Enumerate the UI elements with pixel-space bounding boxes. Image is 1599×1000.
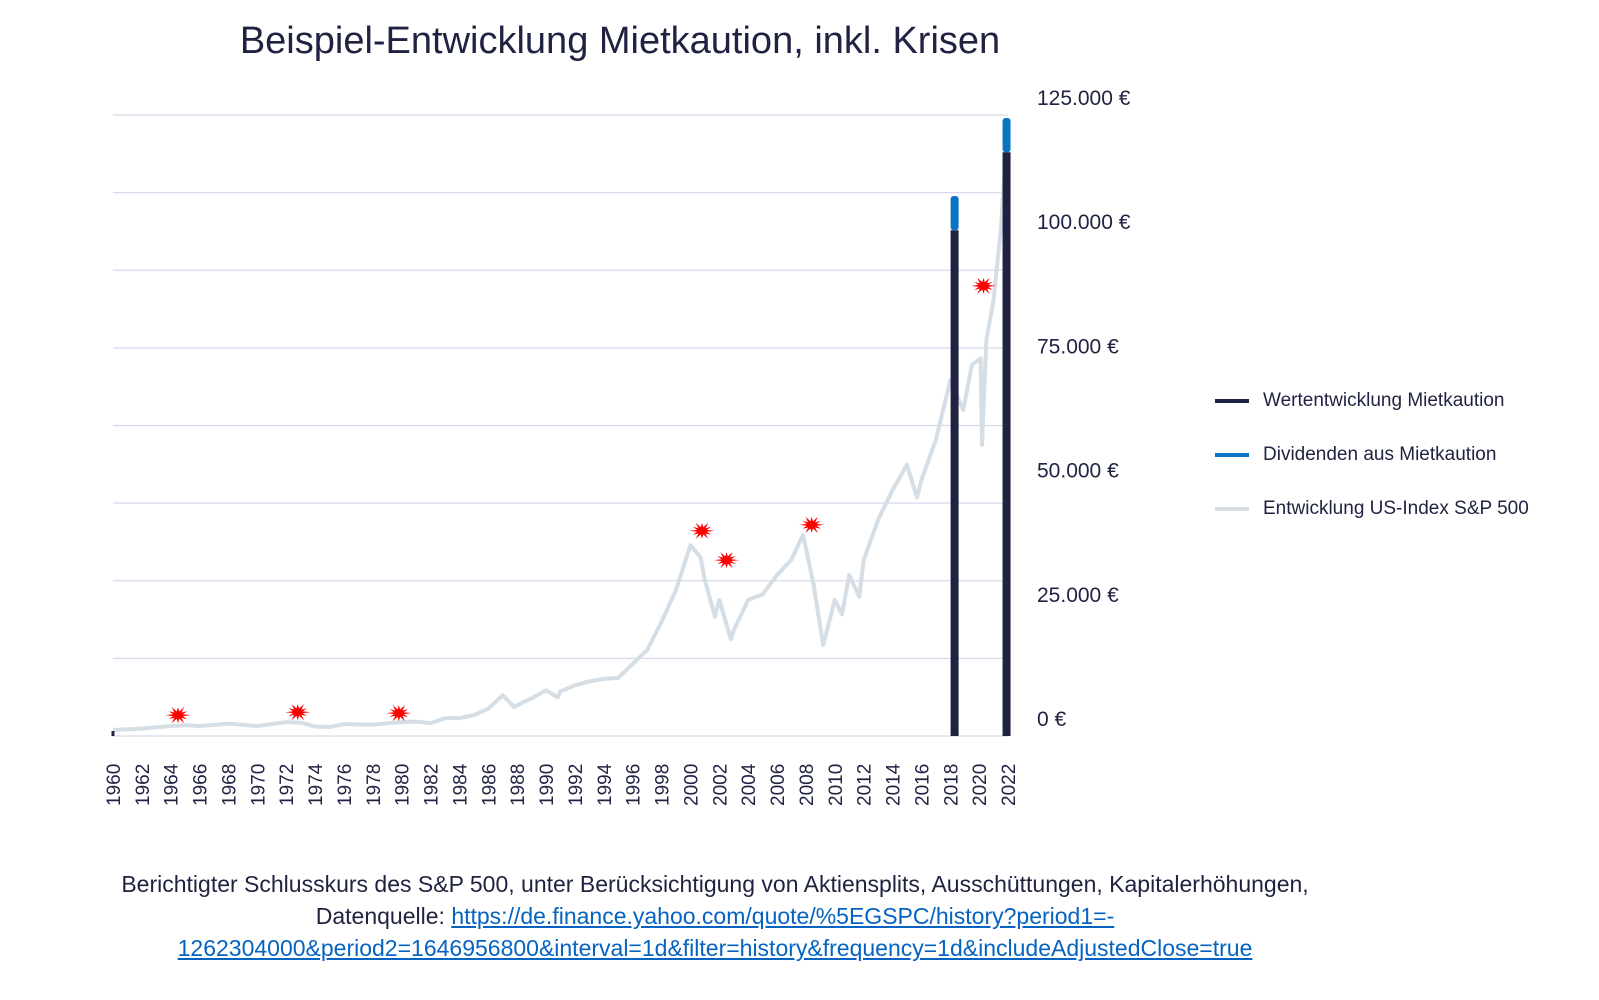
legend-item-sp500: Entwicklung US-Index S&P 500 [1215, 482, 1529, 536]
x-tick-label: 1998 [653, 764, 674, 806]
crisis-marker [285, 704, 311, 721]
x-tick-label: 2018 [941, 764, 962, 806]
x-tick-label: 1986 [479, 764, 500, 806]
crisis-marker [165, 707, 191, 724]
x-tick-label: 2022 [999, 764, 1020, 806]
crisis-marker [689, 522, 715, 539]
sp500-line [112, 119, 1010, 733]
y-tick-label: 125.000 € [1037, 87, 1131, 110]
legend-swatch [1215, 507, 1249, 511]
legend-label: Dividenden aus Mietkaution [1263, 444, 1497, 465]
x-tick-label: 1964 [162, 763, 183, 806]
x-tick-label: 1976 [335, 764, 356, 806]
crisis-marker [971, 277, 996, 294]
source-link-continued[interactable]: 1262304000&period2=1646956800&interval=1… [177, 935, 1253, 961]
legend-label: Entwicklung US-Index S&P 500 [1263, 498, 1529, 519]
x-tick-label: 2004 [739, 763, 760, 806]
mietkaution-bar [111, 731, 115, 736]
crisis-marker [799, 516, 825, 533]
x-tick-label: 2006 [768, 764, 789, 806]
legend-swatch [1215, 453, 1249, 457]
x-tick-label: 1970 [248, 764, 269, 806]
y-tick-label: 75.000 € [1037, 335, 1119, 358]
y-tick-label: 100.000 € [1037, 211, 1131, 234]
x-tick-label: 2014 [884, 763, 905, 806]
x-tick-label: 1962 [133, 764, 154, 806]
mietkaution-bar [1002, 152, 1011, 736]
x-tick-label: 2008 [797, 764, 818, 806]
x-tick-label: 1974 [306, 763, 327, 806]
x-tick-label: 1990 [537, 764, 558, 806]
chart: 0 € 25.000 € 50.000 € 75.000 € 100.000 € 125.… [104, 87, 1131, 806]
y-tick-label: 50.000 € [1037, 460, 1119, 483]
x-tick-label: 2010 [826, 764, 847, 806]
dividenden-bar [950, 195, 959, 231]
x-tick-label: 1978 [364, 764, 385, 806]
mietkaution-bar [950, 230, 959, 736]
chart-title: Beispiel-Entwicklung Mietkaution, inkl. … [239, 20, 1001, 62]
crisis-marker [714, 552, 739, 569]
legend-label: Wertentwicklung Mietkaution [1263, 390, 1505, 411]
x-tick-label: 1982 [422, 764, 443, 806]
legend-item-dividenden: Dividenden aus Mietkaution [1215, 428, 1529, 482]
x-tick-label: 2016 [912, 764, 933, 806]
x-tick-label: 1980 [393, 764, 414, 806]
x-tick-label: 1994 [595, 763, 616, 806]
x-tick-label: 2012 [855, 764, 876, 806]
x-tick-label: 2002 [710, 764, 731, 806]
x-tick-label: 2020 [970, 764, 991, 806]
caption-line: Berichtigter Schlusskurs des S&P 500, un… [121, 871, 1309, 897]
y-tick-label: 25.000 € [1037, 584, 1119, 607]
x-tick-label: 1968 [219, 764, 240, 806]
crisis-marker [386, 705, 412, 722]
x-tick-label: 1988 [508, 764, 529, 806]
x-tick-label: 1960 [104, 764, 125, 806]
legend: Wertentwicklung Mietkaution Dividenden a… [1215, 374, 1529, 536]
legend-item-mietkaution: Wertentwicklung Mietkaution [1215, 374, 1529, 428]
x-tick-label: 1972 [277, 764, 298, 806]
source-label: Datenquelle: [315, 903, 452, 929]
x-tick-label: 1992 [566, 764, 587, 806]
caption: Berichtigter Schlusskurs des S&P 500, un… [0, 868, 1430, 964]
y-tick-label: 0 € [1037, 708, 1067, 731]
x-tick-label: 1966 [191, 764, 212, 806]
x-tick-label: 1996 [624, 764, 645, 806]
source-link[interactable]: https://de.finance.yahoo.com/quote/%5EGS… [451, 903, 1115, 929]
x-tick-label: 2000 [681, 764, 702, 806]
legend-swatch [1215, 399, 1249, 403]
x-tick-label: 1984 [450, 763, 471, 806]
dividenden-bar [1002, 117, 1011, 153]
